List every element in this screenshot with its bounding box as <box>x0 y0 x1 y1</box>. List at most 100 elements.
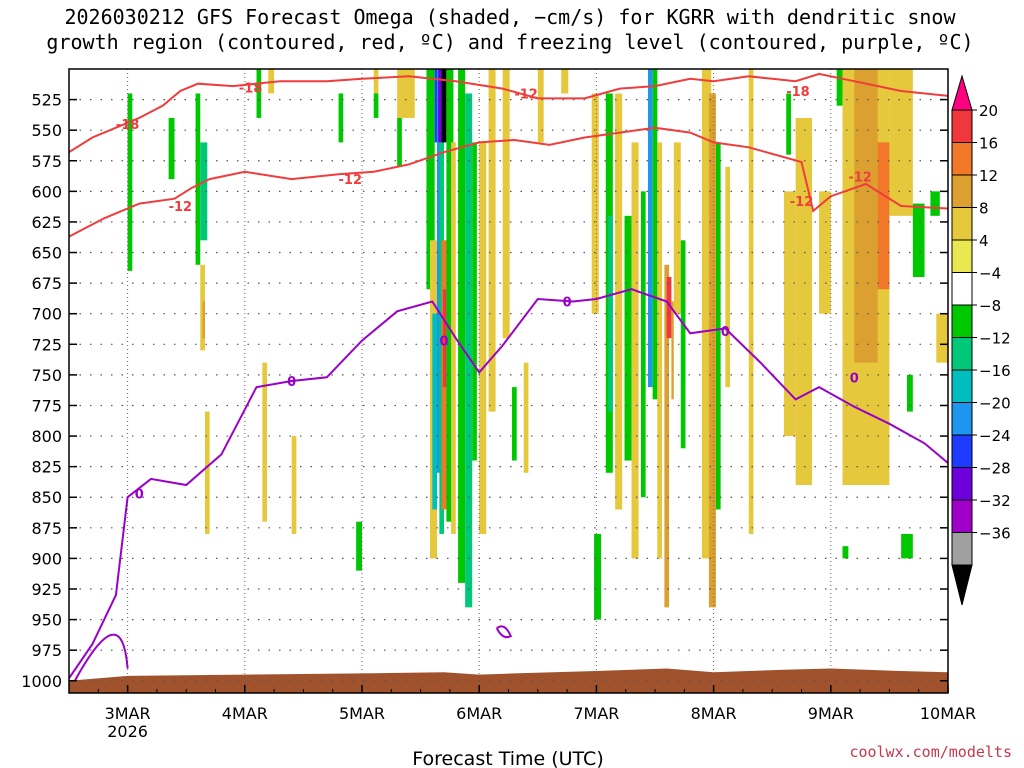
omega-cell <box>465 93 473 608</box>
y-tick-label: 625 <box>31 213 62 232</box>
y-tick-label: 775 <box>31 396 62 415</box>
contour-label: -12 <box>848 171 872 186</box>
x-tick-label: 6MAR <box>456 704 502 723</box>
omega-cell <box>615 93 623 510</box>
colorbar-label: 12 <box>979 167 998 185</box>
contour-label: -18 <box>239 81 263 96</box>
colorbar-top-arrow <box>951 74 973 111</box>
contour-lines: -18 -18 -12 -12 -12 -18 -12 -12 0 0 0 0 0 0 <box>68 72 949 682</box>
omega-cell <box>842 546 849 559</box>
omega-cell <box>356 521 362 571</box>
omega-cell <box>472 142 477 461</box>
omega-cell <box>657 142 663 559</box>
omega-cell <box>901 533 913 559</box>
omega-cell <box>373 69 379 94</box>
omega-cell <box>537 69 544 143</box>
y-tick-label: 725 <box>31 335 62 354</box>
omega-cell <box>748 69 754 534</box>
omega-cell <box>204 411 210 534</box>
colorbar-label: −32 <box>979 492 1011 510</box>
omega-cell <box>195 93 201 265</box>
omega-cell <box>640 191 646 498</box>
omega-cell <box>786 93 791 155</box>
omega-cell <box>397 117 402 167</box>
colorbar-label: −20 <box>979 395 1011 413</box>
omega-cell <box>715 142 721 510</box>
freezing-level-line <box>68 288 949 679</box>
freezing-level-loop <box>495 625 513 639</box>
omega-cell <box>594 533 602 620</box>
contour-label: 0 <box>287 375 296 390</box>
y-tick-label: 700 <box>31 305 62 324</box>
colorbar-segment <box>951 207 973 241</box>
y-tick-label: 575 <box>31 152 62 171</box>
omega-cell <box>338 93 344 143</box>
omega-cell <box>647 69 653 388</box>
colorbar-segment <box>951 239 973 273</box>
omega-cell <box>912 203 925 277</box>
omega-cell <box>708 93 716 608</box>
credit-link[interactable]: coolwx.com/modelts <box>849 743 1012 761</box>
colorbar-segment <box>951 467 973 501</box>
x-axis-label: Forecast Time (UTC) <box>412 748 603 768</box>
omega-cell <box>680 240 686 449</box>
omega-cell <box>262 362 268 522</box>
omega-cell <box>439 142 445 534</box>
y-tick-label: 925 <box>31 580 62 599</box>
colorbar-label: 4 <box>979 232 989 250</box>
x-tick-label: 5MAR <box>339 704 385 723</box>
contour-label: 0 <box>135 488 144 503</box>
omega-cell <box>512 387 517 461</box>
x-tick-label: 3MAR <box>105 704 151 723</box>
y-tick-label: 650 <box>31 244 62 263</box>
omega-cell <box>608 215 613 412</box>
contour-label: -12 <box>790 195 814 210</box>
y-tick-label: 950 <box>31 611 62 630</box>
colorbar-label: −36 <box>979 525 1011 543</box>
omega-cell <box>591 93 599 314</box>
omega-cell <box>202 301 205 339</box>
colorbar-bottom-arrow <box>951 564 973 606</box>
y-tick-label: 525 <box>31 91 62 110</box>
omega-cell <box>168 117 175 180</box>
freezing-level-loop <box>73 633 129 682</box>
omega-cell <box>441 69 447 143</box>
omega-cell <box>442 289 447 388</box>
y-tick-label: 750 <box>31 366 62 385</box>
y-tick-label: 975 <box>31 641 62 660</box>
y-tick-label: 850 <box>31 488 62 507</box>
omega-cell <box>652 69 658 400</box>
omega-cell <box>673 142 681 314</box>
y-tick-label: 1000 <box>21 672 62 691</box>
contour-label: 0 <box>440 335 449 350</box>
omega-cell <box>446 69 454 522</box>
omega-cell <box>783 191 796 437</box>
omega-cell <box>725 166 731 388</box>
omega-cell <box>819 191 831 314</box>
colorbar-segment <box>951 499 973 533</box>
x-tick-label: 10MAR <box>920 704 976 723</box>
colorbar: 20 16 12 8 4 −4 −8 −12 −16 −20 −24 −28 −32 −36 <box>951 74 1011 606</box>
y-tick-label: 825 <box>31 458 62 477</box>
colorbar-label: −16 <box>979 362 1011 380</box>
y-tick-label: 675 <box>31 274 62 293</box>
omega-cell <box>906 374 913 412</box>
contour-label: 0 <box>850 371 859 386</box>
contour-label: -18 <box>116 118 140 133</box>
colorbar-segment <box>951 434 973 468</box>
colorbar-label: −4 <box>979 265 1001 283</box>
x-tick-label: 9MAR <box>808 704 854 723</box>
chart-title-line2: growth region (contoured, red, ºC) and f… <box>46 30 973 54</box>
axes: 525 550 575 600 625 650 675 700 725 750 775 800 825 8… <box>21 68 976 741</box>
omega-cell <box>671 301 674 400</box>
terrain-mask <box>69 668 948 693</box>
terrain-fill <box>69 668 948 693</box>
colorbar-segment <box>951 337 973 371</box>
omega-cell <box>836 69 843 106</box>
omega-cell <box>451 142 456 534</box>
omega-cell <box>291 436 297 534</box>
omega-cell <box>438 69 445 143</box>
omega-cell <box>561 69 569 94</box>
